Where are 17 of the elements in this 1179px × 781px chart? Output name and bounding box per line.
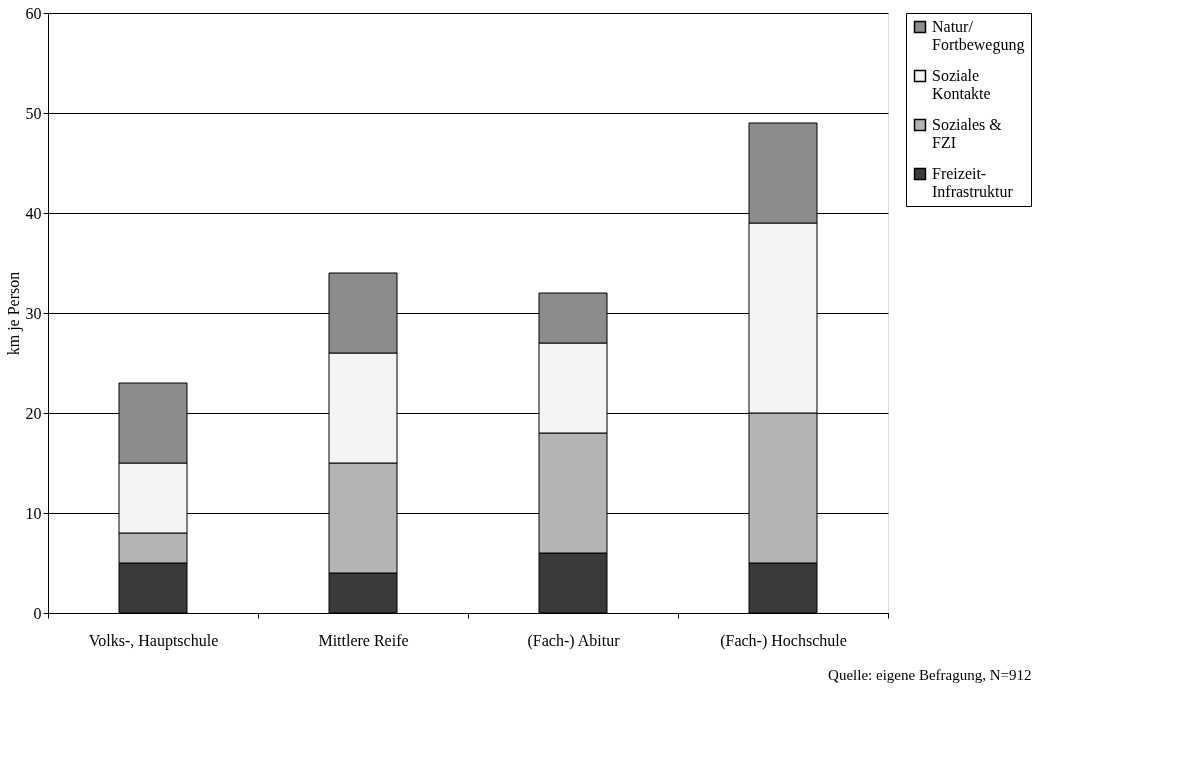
y-tick-label: 10 — [25, 504, 42, 522]
legend-label: Natur/ Fortbewegung — [932, 18, 1025, 54]
source-note: Quelle: eigene Befragung, N=912 — [828, 667, 1032, 683]
legend-label: Soziales & FZI — [932, 116, 1003, 151]
y-tick-label: 50 — [25, 104, 42, 122]
y-tick-label: 40 — [25, 204, 42, 222]
legend-label: Freizeit- Infrastruktur — [932, 165, 1014, 200]
y-axis-title: km je Person — [4, 271, 23, 356]
y-tick-label: 20 — [25, 404, 42, 422]
x-tick-label: Volks-, Hauptschule — [88, 631, 219, 650]
x-tick-label: (Fach-) Hochschule — [720, 631, 847, 650]
y-tick-label: 0 — [33, 604, 42, 622]
x-tick-label: (Fach-) Abitur — [527, 631, 621, 650]
legend-label: Soziale Kontakte — [932, 67, 991, 102]
y-tick-label: 30 — [25, 304, 42, 322]
y-tick-label: 60 — [25, 4, 42, 22]
x-tick-label: Mittlere Reife — [318, 631, 409, 649]
